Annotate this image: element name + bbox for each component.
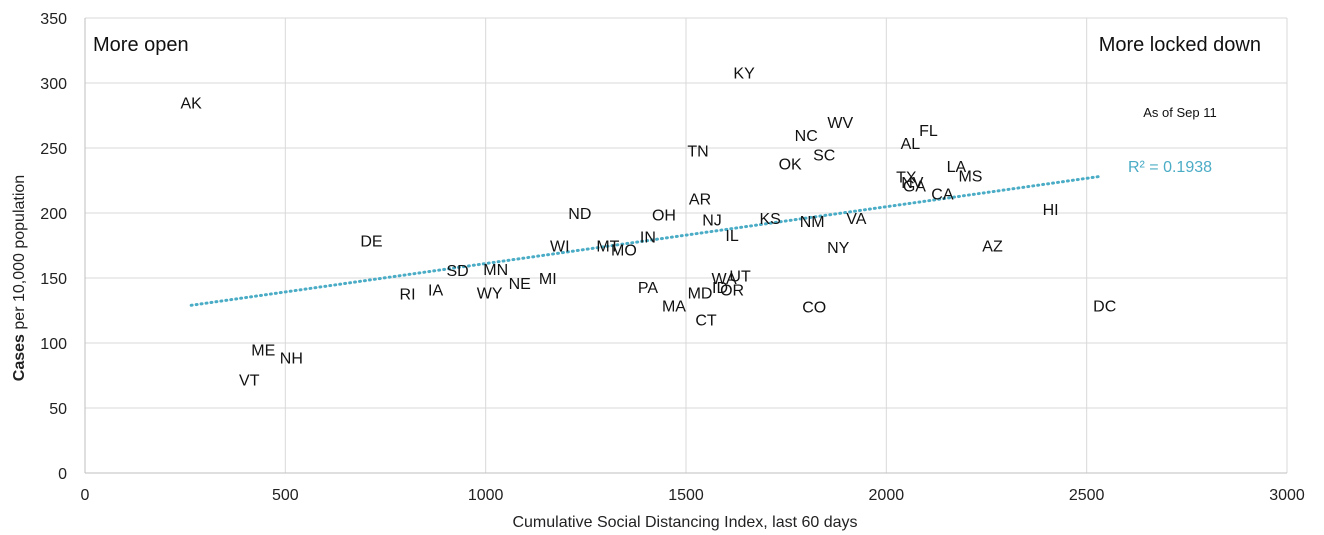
r-squared-label: R² = 0.1938	[1128, 159, 1212, 176]
point-label-mt: MT	[596, 239, 619, 256]
y-tick-label: 250	[40, 141, 67, 158]
tick-labels: 0 500 1000 1500 2000 2500 3000 0 50 100 150 200 250 3…	[40, 11, 1305, 504]
point-label-de: DE	[360, 233, 382, 250]
y-axis-title: Cases per 10,000 population	[11, 175, 28, 381]
point-label-ak: AK	[181, 96, 203, 113]
x-tick-label: 1500	[668, 487, 704, 504]
point-label-hi: HI	[1043, 202, 1059, 219]
y-tick-label: 150	[40, 271, 67, 288]
point-label-tx: TX	[896, 170, 917, 187]
point-label-nm: NM	[800, 214, 825, 231]
point-label-id: ID	[712, 280, 728, 297]
y-tick-label: 350	[40, 11, 67, 28]
point-label-ks: KS	[759, 211, 780, 228]
y-tick-label: 300	[40, 76, 67, 93]
y-tick-label: 100	[40, 336, 67, 353]
point-label-fl: FL	[919, 123, 938, 140]
point-label-mi: MI	[539, 271, 557, 288]
trendline	[189, 175, 1101, 307]
point-label-wa: WA	[711, 271, 737, 288]
annotation-as-of-date: As of Sep 11	[1143, 105, 1216, 120]
point-label-vt: VT	[239, 372, 260, 389]
point-label-nh: NH	[280, 350, 303, 367]
point-label-ms: MS	[958, 168, 982, 185]
point-label-dc: DC	[1093, 298, 1116, 315]
point-label-sd: SD	[447, 263, 469, 280]
point-label-nd: ND	[568, 206, 591, 223]
x-tick-label: 500	[272, 487, 299, 504]
y-axis-title-bold: Cases	[11, 334, 28, 381]
point-label-ok: OK	[779, 157, 802, 174]
point-label-pa: PA	[638, 280, 658, 297]
point-label-co: CO	[802, 300, 826, 317]
point-label-ar: AR	[689, 192, 711, 209]
point-label-nj: NJ	[702, 213, 722, 230]
point-label-az: AZ	[982, 239, 1003, 256]
point-label-ct: CT	[695, 313, 717, 330]
gridlines	[85, 17, 1288, 473]
y-tick-label: 50	[49, 401, 67, 418]
point-label-wi: WI	[550, 239, 570, 256]
point-label-va: VA	[846, 211, 866, 228]
point-label-la: LA	[947, 159, 967, 176]
y-tick-label: 200	[40, 206, 67, 223]
point-label-in: IN	[640, 229, 656, 246]
point-label-mn: MN	[483, 262, 508, 279]
point-label-ga: GA	[903, 179, 926, 196]
y-axis-title-rest: per 10,000 population	[11, 175, 28, 334]
x-tick-label: 2000	[869, 487, 905, 504]
x-tick-label: 1000	[468, 487, 504, 504]
x-tick-label: 0	[81, 487, 90, 504]
point-label-wy: WY	[477, 285, 503, 302]
point-label-mo: MO	[611, 242, 637, 259]
trendline-path	[189, 175, 1101, 307]
annotation-more-open: More open	[93, 34, 189, 56]
y-tick-label: 0	[58, 466, 67, 483]
x-tick-label: 2500	[1069, 487, 1105, 504]
annotation-more-locked-down: More locked down	[1099, 34, 1261, 56]
x-tick-label: 3000	[1269, 487, 1305, 504]
point-label-oh: OH	[652, 207, 676, 224]
point-label-ut: UT	[729, 268, 751, 285]
point-label-al: AL	[901, 136, 921, 153]
point-label-sc: SC	[813, 148, 835, 165]
point-label-nv: NV	[901, 175, 924, 192]
axes	[84, 18, 1287, 474]
point-label-wv: WV	[827, 115, 853, 132]
point-label-ma: MA	[662, 298, 686, 315]
point-label-md: MD	[688, 285, 713, 302]
point-label-me: ME	[251, 343, 275, 360]
point-label-tn: TN	[687, 144, 708, 161]
point-label-il: IL	[725, 228, 738, 245]
point-label-ia: IA	[428, 283, 443, 300]
point-label-ne: NE	[509, 276, 531, 293]
point-label-ri: RI	[400, 287, 416, 304]
point-label-ca: CA	[931, 187, 954, 204]
x-axis-title: Cumulative Social Distancing Index, last…	[512, 514, 857, 531]
point-label-ny: NY	[827, 240, 850, 257]
point-label-ky: KY	[733, 66, 755, 83]
point-label-or: OR	[720, 283, 744, 300]
point-label-nc: NC	[795, 128, 818, 145]
